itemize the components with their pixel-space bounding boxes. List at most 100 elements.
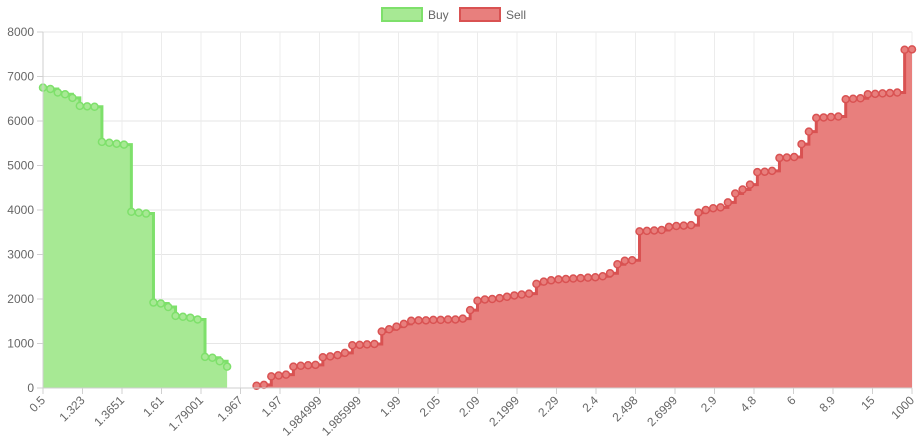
sell-point[interactable] (885, 88, 895, 98)
sell-point[interactable] (745, 180, 755, 189)
legend[interactable]: Buy Sell (381, 7, 526, 22)
sell-point[interactable] (826, 112, 836, 122)
sell-point[interactable] (561, 274, 571, 284)
sell-point[interactable] (753, 167, 762, 177)
sell-point[interactable] (834, 112, 843, 121)
sell-point[interactable] (399, 319, 409, 329)
buy-point[interactable] (127, 207, 136, 217)
sell-point[interactable] (510, 291, 519, 300)
buy-point[interactable] (141, 209, 151, 218)
sell-point[interactable] (487, 294, 497, 304)
sell-point[interactable] (546, 276, 556, 285)
sell-point[interactable] (819, 113, 828, 122)
sell-point[interactable] (775, 153, 784, 163)
buy-point[interactable] (149, 298, 158, 307)
sell-point[interactable] (259, 380, 269, 390)
sell-point[interactable] (797, 139, 806, 149)
buy-point[interactable] (53, 88, 62, 97)
buy-point[interactable] (186, 313, 195, 322)
buy-point[interactable] (112, 139, 121, 148)
sell-point[interactable] (289, 362, 298, 371)
sell-point[interactable] (443, 315, 453, 324)
sell-point[interactable] (767, 166, 777, 176)
sell-point[interactable] (804, 127, 814, 136)
buy-point[interactable] (134, 208, 143, 217)
sell-point[interactable] (686, 220, 696, 230)
sell-point[interactable] (841, 94, 850, 104)
sell-point[interactable] (296, 361, 306, 370)
sell-point[interactable] (627, 256, 637, 265)
sell-point[interactable] (362, 340, 372, 349)
legend-item-sell[interactable]: Sell (459, 7, 526, 22)
sell-point[interactable] (458, 314, 468, 323)
buy-point[interactable] (208, 353, 217, 362)
sell-point[interactable] (701, 205, 711, 215)
buy-point[interactable] (90, 102, 99, 112)
sell-point[interactable] (657, 225, 666, 235)
sell-point[interactable] (583, 273, 593, 282)
buy-point[interactable] (200, 352, 210, 362)
sell-point[interactable] (421, 316, 431, 325)
sell-point[interactable] (267, 372, 276, 381)
sell-point[interactable] (708, 203, 718, 213)
sell-point[interactable] (672, 221, 681, 231)
sell-point[interactable] (333, 350, 342, 360)
sell-point[interactable] (856, 94, 865, 103)
sell-point[interactable] (848, 94, 858, 103)
sell-point[interactable] (723, 198, 733, 207)
sell-point[interactable] (414, 316, 423, 325)
sell-point[interactable] (789, 152, 799, 162)
sell-point[interactable] (311, 360, 320, 370)
sell-point[interactable] (495, 293, 504, 303)
buy-point[interactable] (105, 138, 114, 148)
sell-point[interactable] (782, 153, 792, 162)
sell-point[interactable] (451, 315, 460, 324)
buy-point[interactable] (82, 102, 92, 111)
sell-point[interactable] (325, 352, 335, 361)
buy-point[interactable] (178, 312, 188, 322)
sell-point[interactable] (436, 315, 445, 325)
sell-point[interactable] (524, 289, 534, 298)
buy-point[interactable] (156, 299, 166, 308)
sell-point[interactable] (532, 279, 541, 289)
sell-point[interactable] (355, 340, 364, 350)
sell-point[interactable] (539, 277, 549, 286)
sell-point[interactable] (812, 113, 821, 123)
sell-point[interactable] (406, 316, 416, 326)
sell-point[interactable] (392, 322, 401, 331)
sell-point[interactable] (870, 89, 880, 99)
buy-point[interactable] (222, 362, 232, 371)
sell-point[interactable] (340, 348, 350, 358)
sell-point[interactable] (384, 325, 394, 334)
sell-point[interactable] (635, 227, 644, 236)
sell-point[interactable] (893, 88, 902, 97)
sell-point[interactable] (664, 222, 674, 232)
sell-point[interactable] (591, 272, 600, 282)
sell-point[interactable] (620, 256, 630, 265)
sell-point[interactable] (370, 339, 379, 349)
sell-point[interactable] (554, 275, 563, 284)
sell-point[interactable] (517, 290, 526, 299)
sell-point[interactable] (473, 296, 482, 306)
sell-point[interactable] (907, 45, 917, 54)
sell-point[interactable] (576, 273, 585, 283)
sell-point[interactable] (716, 203, 725, 212)
sell-point[interactable] (502, 292, 512, 302)
sell-point[interactable] (568, 274, 578, 283)
buy-point[interactable] (68, 93, 77, 103)
buy-point[interactable] (193, 315, 202, 324)
sell-point[interactable] (760, 167, 769, 176)
buy-point[interactable] (171, 311, 180, 321)
sell-point[interactable] (613, 260, 622, 269)
sell-point[interactable] (738, 185, 747, 194)
buy-point[interactable] (119, 140, 129, 149)
sell-point[interactable] (598, 272, 607, 281)
sell-point[interactable] (281, 370, 291, 379)
sell-point[interactable] (480, 295, 490, 304)
sell-point[interactable] (694, 208, 703, 217)
legend-item-buy[interactable]: Buy (381, 7, 449, 22)
buy-point[interactable] (97, 137, 107, 147)
sell-point[interactable] (731, 189, 740, 198)
sell-point[interactable] (348, 341, 357, 350)
buy-point[interactable] (215, 357, 224, 366)
